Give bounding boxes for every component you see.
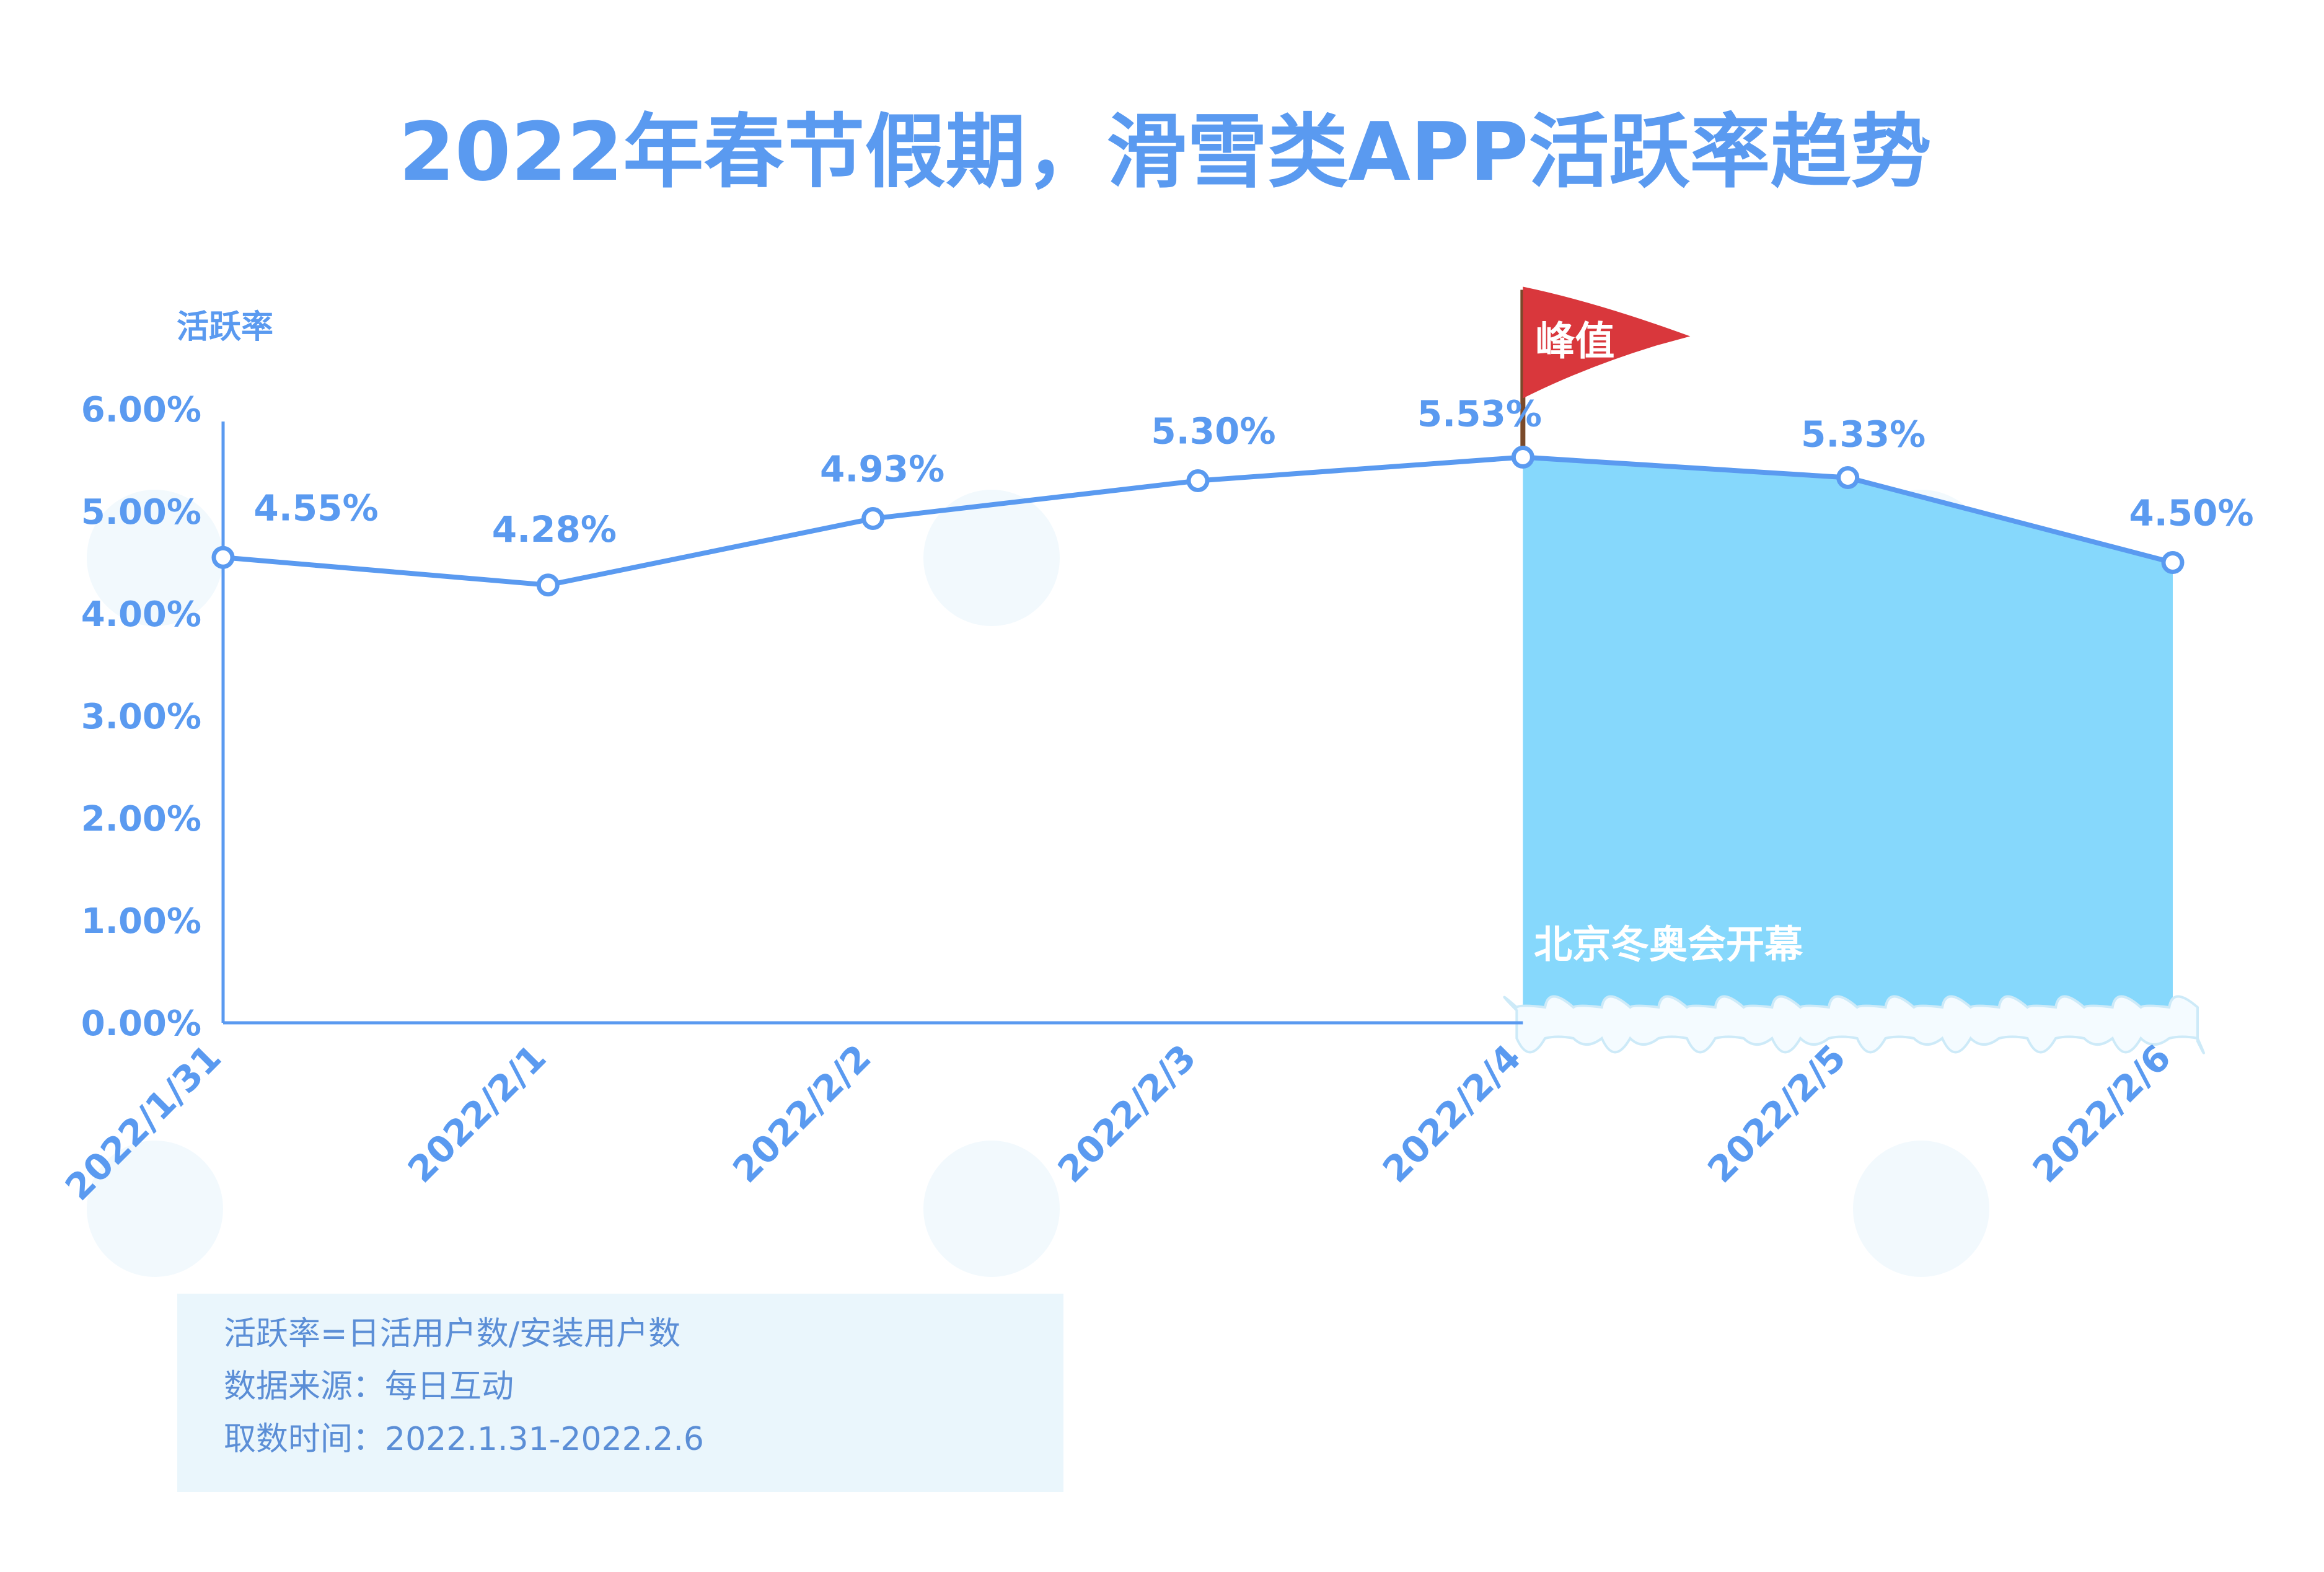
value-label: 5.33% [1801,413,1926,456]
x-tick-label: 2022/2/6 [2025,1036,2179,1191]
value-labels: 4.55% 4.28% 4.93% 5.30% 5.53% 5.33% 4.50% [253,393,2253,550]
y-tick-label: 2.00% [81,799,201,839]
value-label: 5.53% [1417,393,1542,435]
note-source: 数据来源：每日互动 [224,1368,514,1405]
y-tick-label: 4.00% [81,594,201,635]
x-tick-label: 2022/2/2 [724,1036,879,1191]
x-tick-label: 2022/2/5 [1699,1036,1854,1191]
value-label: 4.55% [253,487,378,529]
value-label: 5.30% [1151,410,1275,453]
y-tick-label: 6.00% [81,390,201,430]
y-tick-labels: 0.00% 1.00% 2.00% 3.00% 4.00% 5.00% 6.00% [81,390,201,1044]
value-label: 4.28% [492,508,617,550]
x-tick-label: 2022/2/1 [400,1036,554,1191]
y-tick-label: 0.00% [81,1004,201,1044]
x-tick-label: 2022/2/3 [1050,1036,1204,1191]
data-point [861,507,885,531]
chart-title: 2022年春节假期，滑雪类APP活跃率趋势 [399,105,1932,199]
snow-decoration [1503,995,2205,1054]
note-period: 取数时间：2022.1.31-2022.2.6 [224,1421,704,1458]
value-label: 4.93% [820,448,944,490]
snow-edge [1503,995,2205,1054]
peak-flag: 峰值 [1520,286,1691,457]
y-tick-label: 1.00% [81,901,201,942]
x-tick-label: 2022/2/4 [1375,1036,1529,1191]
olympics-shaded-region [1523,457,2173,1023]
notes-box: 活跃率=日活用户数/安装用户数 数据来源：每日互动 取数时间：2022.1.31… [177,1294,1063,1492]
data-point [211,545,235,569]
data-point [1836,466,1860,490]
data-point [536,573,560,597]
value-label: 4.50% [2129,492,2253,534]
y-tick-label: 5.00% [81,492,201,532]
olympics-opening-label: 北京冬奥会开幕 [1534,922,1803,967]
peak-label: 峰值 [1535,319,1614,365]
flag-cloth [1523,286,1691,399]
data-points [211,446,2185,597]
y-tick-label: 3.00% [81,697,201,737]
y-axis-label: 活跃率 [177,309,273,346]
data-point [1186,469,1210,492]
note-definition: 活跃率=日活用户数/安装用户数 [224,1315,681,1353]
data-point [2161,551,2185,574]
data-point [1511,446,1534,469]
